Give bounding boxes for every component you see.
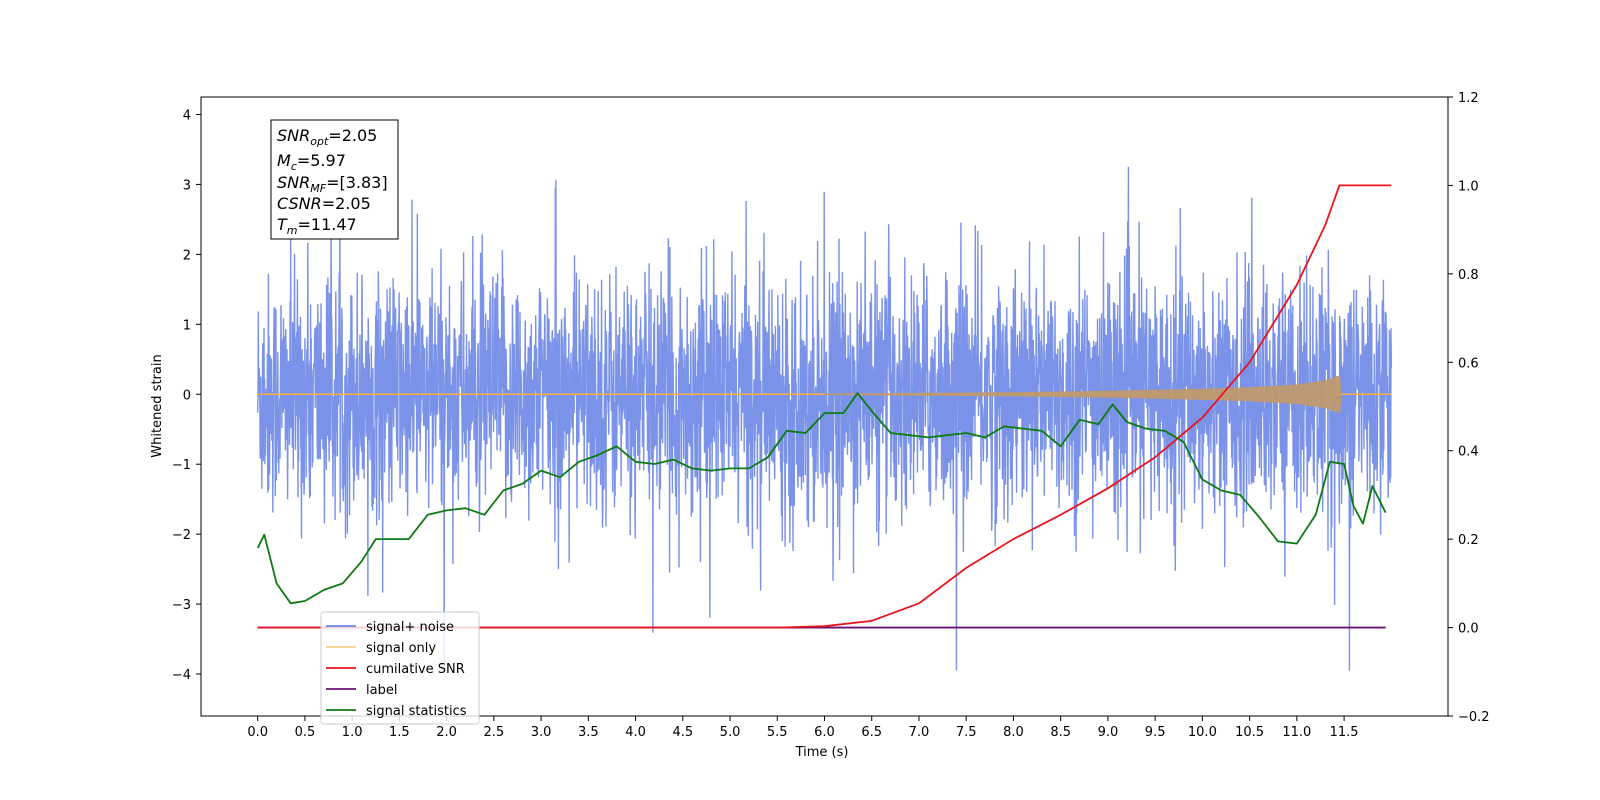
y2-tick-label: −0.2 — [1458, 710, 1490, 725]
annotation-line: SNRMF=[3.83] — [277, 173, 388, 195]
x-tick-label: 10.5 — [1235, 725, 1264, 740]
y-tick-label: 3 — [183, 178, 191, 193]
x-tick-label: 7.0 — [909, 725, 930, 740]
legend-label-signal-statistics: signal statistics — [366, 704, 467, 719]
annotation-line: CSNR=2.05 — [277, 194, 371, 213]
x-tick-label: 6.5 — [861, 725, 882, 740]
legend-label-label: label — [366, 683, 397, 698]
x-tick-label: 8.0 — [1003, 725, 1024, 740]
legend-frame — [320, 611, 480, 725]
y-axis-label: Whitened strain — [150, 354, 165, 457]
x-tick-label: 8.5 — [1050, 725, 1071, 740]
x-tick-label: 2.5 — [484, 725, 505, 740]
annotation-line: SNRopt=2.05 — [277, 126, 377, 148]
series-signal-statistics-line — [256, 392, 1387, 605]
annotation-line: Mc=5.97 — [277, 151, 346, 173]
x-tick-label: 9.0 — [1098, 725, 1119, 740]
legend-label-signal-noise: signal+ noise — [366, 620, 454, 635]
y-tick-label: 1 — [183, 318, 191, 333]
y2-tick-label: 0.4 — [1458, 445, 1479, 460]
x-tick-label: 11.0 — [1282, 725, 1311, 740]
y-tick-label: −3 — [172, 598, 191, 613]
x-tick-label: 1.0 — [342, 725, 363, 740]
x-tick-label: 9.5 — [1145, 725, 1166, 740]
y2-axis-ticks: 1.2 1.0 0.8 0.6 0.4 0.2 0.0 −0.2 — [1448, 91, 1490, 725]
annotation-frame — [270, 119, 399, 240]
x-tick-label: 4.0 — [625, 725, 646, 740]
y2-tick-label: 1.2 — [1458, 91, 1479, 106]
y-tick-label: −2 — [172, 528, 191, 543]
y-axis-ticks: 4 3 2 1 0 −1 −2 −3 −4 — [172, 108, 201, 683]
x-axis-label: Time (s) — [795, 745, 849, 760]
x-tick-label: 3.0 — [531, 725, 552, 740]
x-tick-label: 7.5 — [956, 725, 977, 740]
x-tick-label: 6.0 — [814, 725, 835, 740]
legend: signal+ noise signal only cumilative SNR la… — [320, 611, 480, 725]
series-cumulative-snr-line — [257, 184, 1392, 629]
x-axis-ticks: 0.0 0.5 1.0 1.5 2.0 2.5 3.0 3.5 4.0 4.5 5.0 5.5 6.0 6… — [247, 716, 1359, 740]
y2-tick-label: 0.0 — [1458, 622, 1479, 637]
x-tick-label: 5.0 — [720, 725, 741, 740]
y2-tick-label: 0.6 — [1458, 356, 1479, 371]
legend-label-signal-only: signal only — [366, 641, 436, 656]
legend-items: signal+ noise signal only cumilative SNR la… — [326, 620, 467, 719]
y-tick-label: 0 — [183, 388, 191, 403]
y2-tick-label: 0.8 — [1458, 268, 1479, 283]
x-tick-label: 4.5 — [672, 725, 693, 740]
x-tick-label: 11.5 — [1330, 725, 1359, 740]
y-tick-label: −4 — [172, 668, 191, 683]
x-tick-label: 10.0 — [1188, 725, 1217, 740]
y-tick-label: 2 — [183, 248, 191, 263]
x-tick-label: 2.0 — [436, 725, 457, 740]
y2-tick-label: 1.0 — [1458, 179, 1479, 194]
y-tick-label: −1 — [172, 458, 191, 473]
x-tick-label: 1.5 — [389, 725, 410, 740]
x-tick-label: 0.0 — [247, 725, 268, 740]
x-tick-label: 5.5 — [767, 725, 788, 740]
series-signal-noise-line — [257, 166, 1392, 671]
y2-tick-label: 0.2 — [1458, 533, 1479, 548]
annotation-line: Tm=11.47 — [277, 215, 357, 237]
y-tick-label: 4 — [183, 108, 191, 123]
x-tick-label: 0.5 — [295, 725, 316, 740]
series-signal-only-envelope — [824, 375, 1342, 414]
x-tick-label: 3.5 — [578, 725, 599, 740]
legend-label-cumulative-snr: cumilative SNR — [366, 662, 465, 677]
